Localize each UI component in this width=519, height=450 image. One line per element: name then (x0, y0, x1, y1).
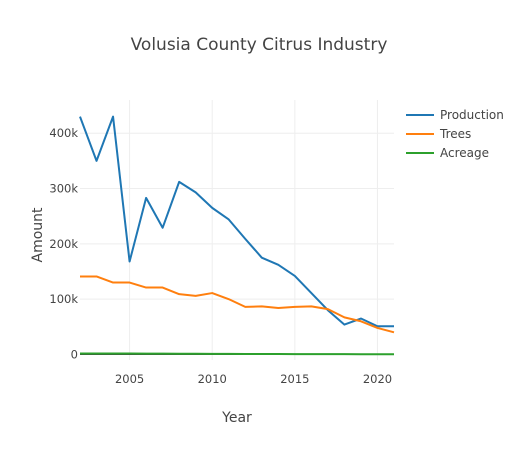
x-tick-label: 2020 (363, 372, 392, 386)
legend-label-trees: Trees (439, 127, 471, 141)
series-layer (79, 115, 395, 356)
series-line-acreage (79, 352, 395, 356)
y-tick-label: 0 (71, 347, 78, 361)
x-tick-label: 2010 (198, 372, 227, 386)
series-line-trees (80, 275, 395, 334)
y-tick-label: 300k (49, 182, 78, 196)
y-tick-label: 100k (49, 292, 78, 306)
x-tick-label: 2015 (280, 372, 309, 386)
legend-label-acreage: Acreage (440, 146, 489, 160)
chart-title: Volusia County Citrus Industry (131, 35, 388, 55)
legend: Production Trees Acreage (406, 108, 504, 160)
y-tick-label: 200k (49, 237, 78, 251)
x-tick-label: 2005 (115, 372, 144, 386)
series-line-production (79, 115, 394, 328)
x-axis-title: Year (221, 410, 252, 426)
y-tick-label: 400k (49, 126, 78, 140)
y-axis-title: Amount (30, 207, 46, 263)
legend-label-production: Production (440, 108, 504, 122)
tick-layer: 2005 2010 2015 2020 0 100k 200k 300k 400k (49, 126, 392, 386)
